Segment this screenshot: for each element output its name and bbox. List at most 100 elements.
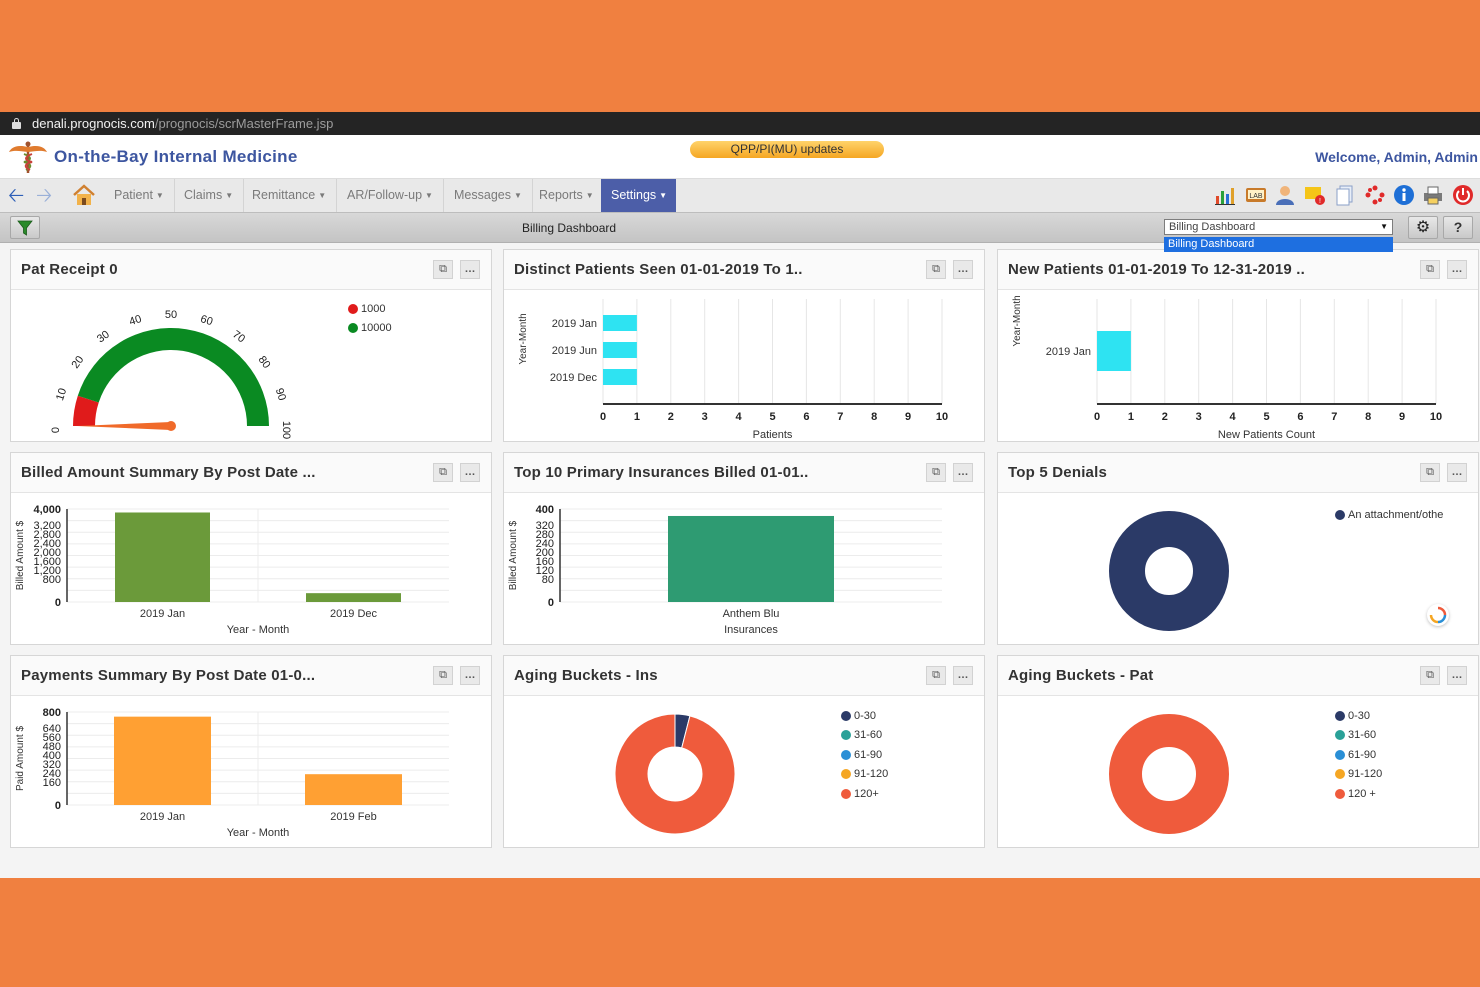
bar [603,369,637,385]
y-tick-label: 4,000 [33,504,61,516]
legend-marker [841,749,851,760]
panel-title: Payments Summary By Post Date 01-0... [21,667,316,684]
y-tick-label: 240 [43,768,61,780]
bar [668,515,834,602]
legend-item[interactable]: 0-30 [1335,706,1382,726]
panel-title: Billed Amount Summary By Post Date ... [21,464,316,481]
y-tick-label: 0 [55,800,61,812]
panel-distinct-patients: Distinct Patients Seen 01-01-2019 To 1..… [503,249,985,442]
more-options-icon[interactable]: … [1447,260,1467,279]
popout-icon[interactable]: ⧉ [1420,260,1440,279]
dots-icon[interactable] [1364,184,1386,206]
legend-item[interactable]: 0-30 [841,706,888,726]
refresh-loader-icon[interactable] [1427,604,1449,626]
y-tick-label: 160 [536,556,554,568]
printer-icon[interactable] [1422,184,1444,206]
dashboard-select[interactable]: Billing Dashboard ▼ [1164,219,1393,235]
menu-patient[interactable]: Patient ▼ [104,179,175,212]
x-axis-title: Year - Month [227,827,290,839]
bar [306,593,401,602]
popout-icon[interactable]: ⧉ [1420,463,1440,482]
more-options-icon[interactable]: … [953,463,973,482]
y-tick-label: 400 [536,504,554,516]
legend-item[interactable]: 91-120 [841,765,888,785]
panel-title: New Patients 01-01-2019 To 12-31-2019 .. [1008,261,1306,278]
y-tick-label: 80 [542,574,554,586]
menu-label: Settings [611,188,657,202]
more-options-icon[interactable]: … [953,666,973,685]
gear-icon: ⚙ [1415,219,1431,236]
popout-icon[interactable]: ⧉ [1420,666,1440,685]
more-options-icon[interactable]: … [1447,463,1467,482]
x-axis-title: Year - Month [227,624,290,636]
user-icon[interactable] [1274,184,1296,206]
filter-button[interactable] [10,216,40,239]
more-options-icon[interactable]: … [460,666,480,685]
back-arrow-icon[interactable]: 🡠 [8,185,25,207]
legend-marker [1335,509,1345,520]
y-tick-label: 2019 Jan [1046,346,1091,358]
home-icon[interactable] [72,184,96,206]
panel-header: Distinct Patients Seen 01-01-2019 To 1..… [504,250,984,290]
menu-settings[interactable]: Settings ▼ [601,179,676,212]
legend-item[interactable]: 61-90 [1335,745,1382,765]
y-tick-label: 2019 Jan [552,318,597,330]
popout-icon[interactable]: ⧉ [433,463,453,482]
practice-name: On-the-Bay Internal Medicine [54,147,298,166]
power-icon[interactable] [1452,184,1474,206]
menu-messages[interactable]: Messages ▼ [444,179,533,212]
app-screen: denali.prognocis.com/prognocis/scrMaster… [0,112,1480,878]
menu-ar-follow-up[interactable]: AR/Follow-up ▼ [337,179,444,212]
y-tick-label: 560 [43,732,61,744]
legend-label: 91-120 [854,768,889,781]
legend-item[interactable]: 61-90 [841,745,888,765]
help-button[interactable]: ? [1443,216,1473,239]
legend-label: 61-90 [1348,748,1377,761]
alert-message-icon[interactable]: ! [1304,184,1326,206]
menu-label: Remittance [252,188,316,202]
legend-item[interactable]: 120 + [1335,784,1382,804]
popout-icon[interactable]: ⧉ [926,666,946,685]
y-tick-label: 200 [536,547,554,559]
gauge-band [73,395,99,426]
legend-marker [1335,730,1345,741]
popout-icon[interactable]: ⧉ [433,666,453,685]
lab-monitor-icon[interactable]: LAB [1245,184,1267,206]
menu-reports[interactable]: Reports ▼ [529,179,605,212]
legend-item[interactable]: 31-60 [1335,726,1382,746]
panel-chart: An attachment/othe [998,494,1478,644]
y-tick-label: 800 [43,574,61,586]
caret-down-icon: ▼ [513,191,522,200]
legend-item[interactable]: An attachment/othe [1335,505,1443,525]
legend-item[interactable]: 120+ [841,784,888,804]
more-options-icon[interactable]: … [1447,666,1467,685]
forward-arrow-icon[interactable]: 🡢 [36,185,53,207]
dashboard-select-option[interactable]: Billing Dashboard [1164,237,1393,252]
popout-icon[interactable]: ⧉ [926,463,946,482]
popout-icon[interactable]: ⧉ [926,260,946,279]
info-icon[interactable] [1393,184,1415,206]
documents-icon[interactable] [1334,184,1356,206]
legend-item[interactable]: 10000 [348,319,392,339]
legend-item[interactable]: 31-60 [841,726,888,746]
url-host: denali.prognocis.com [32,116,155,131]
bar [114,716,211,805]
x-tick-label: 0 [600,411,606,423]
qpp-updates-banner[interactable]: QPP/PI(MU) updates [690,141,884,158]
popout-icon[interactable]: ⧉ [433,260,453,279]
menu-remittance[interactable]: Remittance ▼ [242,179,338,212]
more-options-icon[interactable]: … [953,260,973,279]
settings-gear-button[interactable]: ⚙ [1408,216,1438,239]
y-tick-label: 320 [43,759,61,771]
browser-url-bar[interactable]: denali.prognocis.com/prognocis/scrMaster… [0,112,1480,135]
legend-item[interactable]: 91-120 [1335,765,1382,785]
panel-chart: 0 80 120 160 200 240 280 320 400 Anthem Blu Insura… [504,494,984,644]
more-options-icon[interactable]: … [460,463,480,482]
more-options-icon[interactable]: … [460,260,480,279]
bar-chart-icon[interactable] [1214,184,1236,206]
chart-svg [1109,511,1229,631]
menu-claims[interactable]: Claims ▼ [174,179,245,212]
legend-item[interactable]: 1000 [348,299,392,319]
svg-text:LAB: LAB [1249,193,1263,200]
